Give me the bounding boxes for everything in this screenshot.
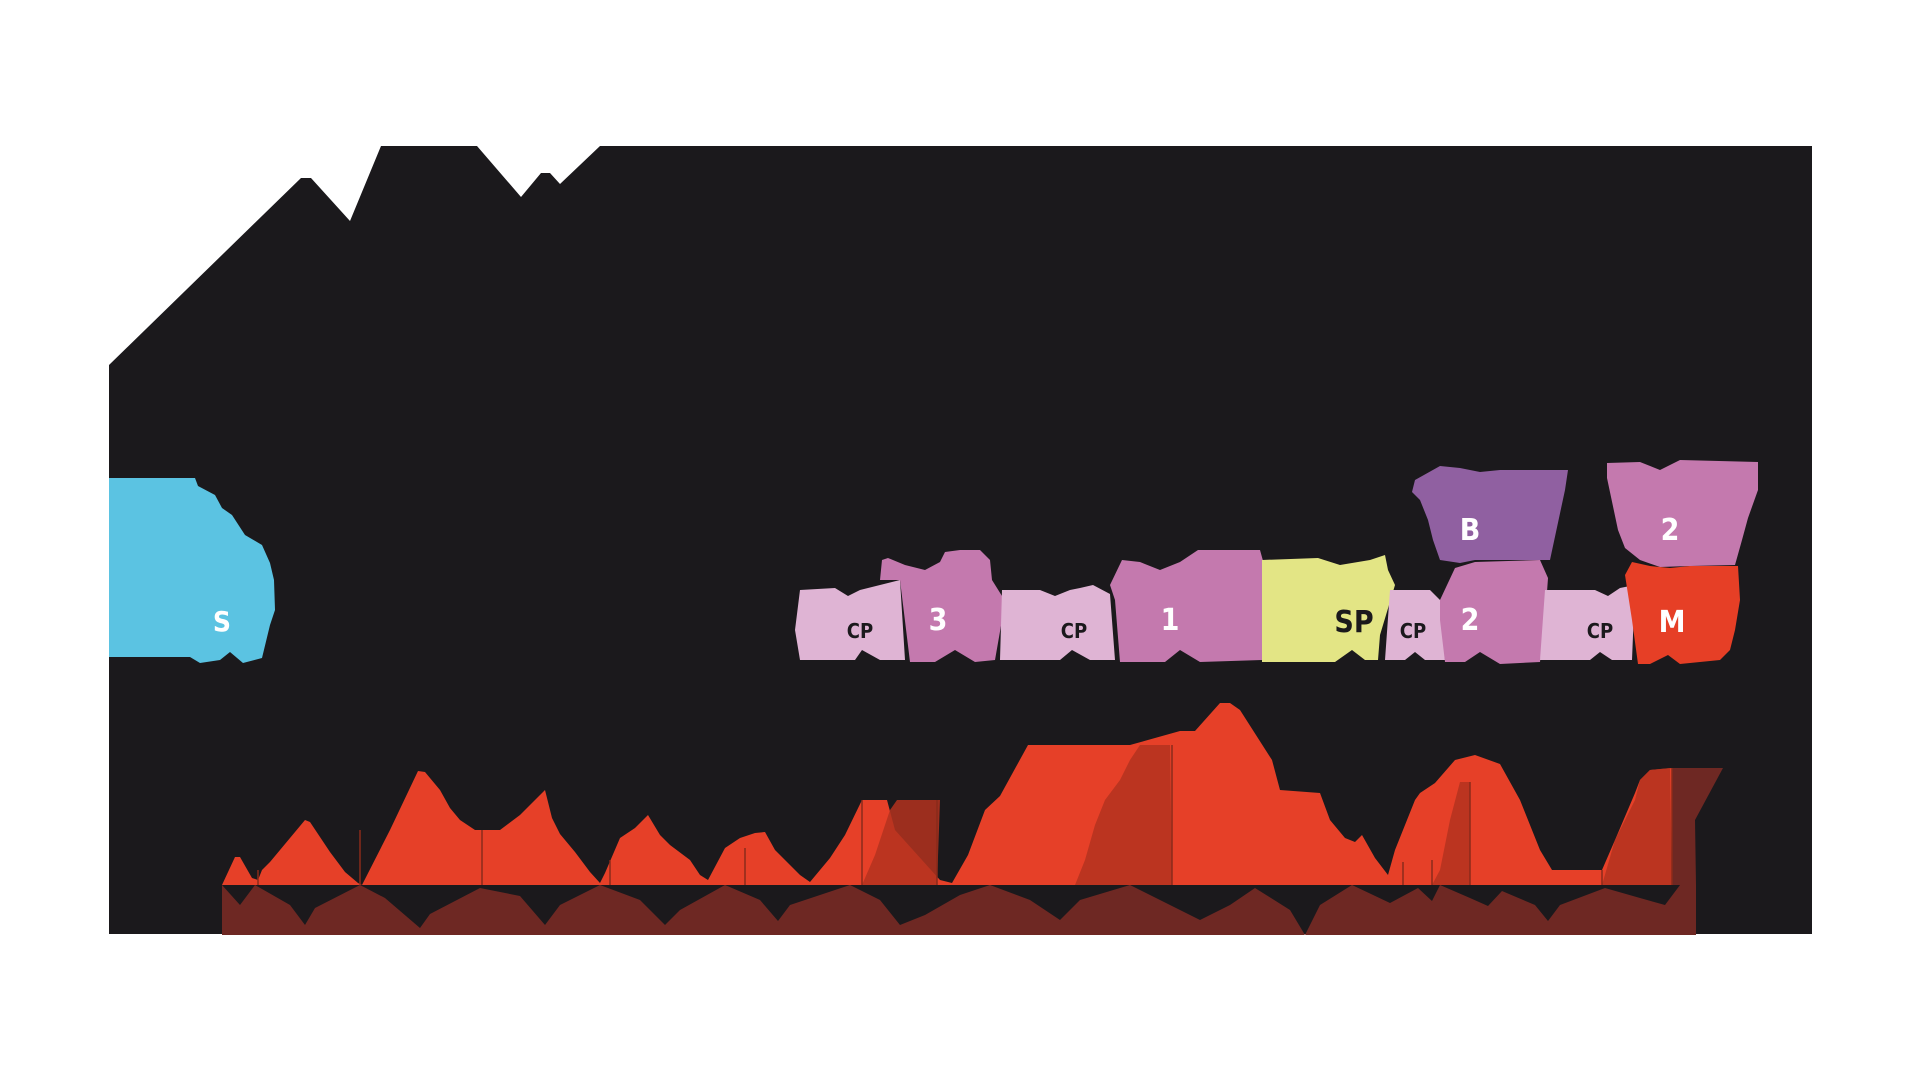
mountain-finish-label: M — [1659, 605, 1686, 640]
climb-cat-2-a-label: 2 — [1461, 603, 1480, 638]
climb-cat-2-b-shape — [1607, 460, 1758, 567]
climb-cat-2-b-label: 2 — [1661, 513, 1680, 548]
climb-cat-2-a-shape — [1440, 560, 1548, 664]
climb-section-final — [1602, 768, 1672, 885]
checkpoint-1-label: CP — [847, 619, 873, 643]
climb-section-cat-1 — [1075, 745, 1172, 885]
checkpoint-3-label: CP — [1400, 619, 1426, 643]
elevation-profile — [222, 703, 1680, 885]
marker-climb-cat-3: 3 — [880, 550, 1002, 662]
marker-sprint: SP — [1262, 555, 1395, 662]
climb-cat-3-label: 3 — [929, 603, 948, 638]
checkpoint-3-shape — [1385, 590, 1445, 660]
bonus-label: B — [1460, 513, 1481, 548]
profile-panel — [109, 146, 1812, 934]
sprint-shape — [1262, 555, 1395, 662]
start-label: S — [213, 605, 231, 638]
marker-climb-cat-2-b: 2 — [1607, 460, 1758, 567]
checkpoint-1-shape — [795, 580, 905, 660]
bonus-shape — [1412, 466, 1568, 563]
climb-cat-3-shape — [880, 550, 1002, 662]
mountain-finish-shape — [1625, 562, 1740, 664]
checkpoint-2-label: CP — [1061, 619, 1087, 643]
marker-checkpoint-1: CP — [795, 580, 905, 660]
climb-cat-1-shape — [1110, 550, 1265, 662]
start-shape — [109, 478, 275, 663]
final-climb-fade — [1672, 768, 1723, 885]
marker-checkpoint-2: CP — [1000, 585, 1115, 660]
marker-mountain-finish: M — [1625, 562, 1740, 664]
marker-climb-cat-2-a: 2 — [1440, 560, 1548, 664]
marker-climb-cat-1: 1 — [1110, 550, 1265, 662]
marker-checkpoint-3: CP — [1385, 590, 1445, 660]
checkpoint-4-label: CP — [1587, 619, 1613, 643]
climb-section-cat-3 — [862, 800, 940, 885]
climb-section-cat-2 — [1432, 782, 1470, 885]
segment-dividers — [257, 745, 1673, 885]
sprint-label: SP — [1334, 605, 1373, 640]
marker-start: S — [109, 478, 275, 663]
climb-cat-1-label: 1 — [1161, 603, 1180, 638]
elevation-profile-reflection — [222, 885, 1696, 935]
checkpoint-2-shape — [1000, 585, 1115, 660]
marker-bonus: B — [1412, 466, 1568, 563]
marker-checkpoint-4: CP — [1540, 585, 1635, 660]
checkpoint-4-shape — [1540, 585, 1635, 660]
